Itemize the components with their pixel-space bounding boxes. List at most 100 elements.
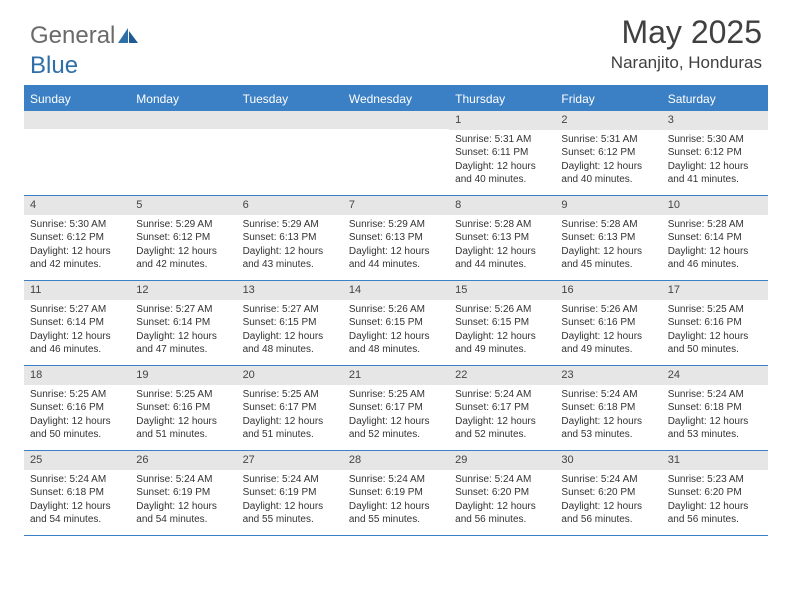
daylight-line-label: Daylight:: [136, 331, 175, 342]
sunset-line-value: 6:15 PM: [489, 317, 529, 328]
daylight-line: Daylight: 12 hours and 42 minutes.: [30, 245, 124, 272]
day-number: 8: [449, 196, 555, 215]
sunset-line-label: Sunset:: [455, 402, 489, 413]
title-block: May 2025 Naranjito, Honduras: [611, 14, 762, 73]
day-cell: 24Sunrise: 5:24 AMSunset: 6:18 PMDayligh…: [662, 366, 768, 450]
day-body: Sunrise: 5:29 AMSunset: 6:13 PMDaylight:…: [237, 215, 343, 276]
day-number: 29: [449, 451, 555, 470]
sunrise-line: Sunrise: 5:24 AM: [136, 473, 230, 487]
daylight-line-label: Daylight:: [349, 331, 388, 342]
sunrise-line-value: 5:24 AM: [598, 389, 637, 400]
sunrise-line-value: 5:30 AM: [67, 219, 106, 230]
sunrise-line: Sunrise: 5:24 AM: [30, 473, 124, 487]
sunrise-line: Sunrise: 5:27 AM: [243, 303, 337, 317]
sunrise-line: Sunrise: 5:25 AM: [349, 388, 443, 402]
sunset-line-label: Sunset:: [30, 317, 64, 328]
sunrise-line: Sunrise: 5:28 AM: [561, 218, 655, 232]
sunset-line-label: Sunset:: [243, 232, 277, 243]
logo-subline: Blue: [30, 52, 78, 80]
sunrise-line-label: Sunrise:: [349, 304, 386, 315]
sunrise-line-label: Sunrise:: [349, 389, 386, 400]
sunrise-line: Sunrise: 5:24 AM: [243, 473, 337, 487]
daylight-line: Daylight: 12 hours and 48 minutes.: [349, 330, 443, 357]
daylight-line: Daylight: 12 hours and 53 minutes.: [561, 415, 655, 442]
sunset-line: Sunset: 6:18 PM: [30, 486, 124, 500]
sunrise-line: Sunrise: 5:31 AM: [561, 133, 655, 147]
sunset-line-value: 6:16 PM: [64, 402, 104, 413]
daylight-line: Daylight: 12 hours and 44 minutes.: [455, 245, 549, 272]
day-body: Sunrise: 5:26 AMSunset: 6:15 PMDaylight:…: [343, 300, 449, 361]
sunset-line: Sunset: 6:13 PM: [455, 231, 549, 245]
sunset-line-value: 6:20 PM: [595, 487, 635, 498]
week-row: 11Sunrise: 5:27 AMSunset: 6:14 PMDayligh…: [24, 281, 768, 366]
sunrise-line-label: Sunrise:: [243, 389, 280, 400]
day-cell: 12Sunrise: 5:27 AMSunset: 6:14 PMDayligh…: [130, 281, 236, 365]
sunset-line-value: 6:12 PM: [170, 232, 210, 243]
sunrise-line-label: Sunrise:: [136, 219, 173, 230]
page-title: May 2025: [611, 14, 762, 51]
sunset-line: Sunset: 6:12 PM: [30, 231, 124, 245]
sunrise-line-label: Sunrise:: [561, 134, 598, 145]
day-number: 12: [130, 281, 236, 300]
sunrise-line-value: 5:27 AM: [279, 304, 318, 315]
sunset-line-label: Sunset:: [561, 402, 595, 413]
sunset-line-value: 6:16 PM: [170, 402, 210, 413]
daylight-line: Daylight: 12 hours and 55 minutes.: [243, 500, 337, 527]
day-body: Sunrise: 5:28 AMSunset: 6:13 PMDaylight:…: [449, 215, 555, 276]
day-cell: 10Sunrise: 5:28 AMSunset: 6:14 PMDayligh…: [662, 196, 768, 280]
day-number: 26: [130, 451, 236, 470]
daylight-line: Daylight: 12 hours and 40 minutes.: [561, 160, 655, 187]
day-number: 23: [555, 366, 661, 385]
sunrise-line: Sunrise: 5:29 AM: [243, 218, 337, 232]
day-cell: 18Sunrise: 5:25 AMSunset: 6:16 PMDayligh…: [24, 366, 130, 450]
day-cell: 13Sunrise: 5:27 AMSunset: 6:15 PMDayligh…: [237, 281, 343, 365]
daylight-line-label: Daylight:: [243, 501, 282, 512]
sunrise-line-label: Sunrise:: [243, 474, 280, 485]
dow-cell: Monday: [130, 87, 236, 111]
sunset-line-value: 6:11 PM: [489, 147, 528, 158]
sunrise-line: Sunrise: 5:24 AM: [455, 473, 549, 487]
sunset-line-value: 6:14 PM: [64, 317, 104, 328]
sunrise-line-label: Sunrise:: [136, 474, 173, 485]
day-cell: 19Sunrise: 5:25 AMSunset: 6:16 PMDayligh…: [130, 366, 236, 450]
sunset-line-label: Sunset:: [349, 402, 383, 413]
sunrise-line-label: Sunrise:: [455, 304, 492, 315]
day-number: 21: [343, 366, 449, 385]
sunrise-line-label: Sunrise:: [455, 389, 492, 400]
day-body: Sunrise: 5:24 AMSunset: 6:20 PMDaylight:…: [449, 470, 555, 531]
day-body: Sunrise: 5:28 AMSunset: 6:13 PMDaylight:…: [555, 215, 661, 276]
day-body: Sunrise: 5:24 AMSunset: 6:18 PMDaylight:…: [24, 470, 130, 531]
sunrise-line: Sunrise: 5:27 AM: [136, 303, 230, 317]
day-number: 3: [662, 111, 768, 130]
sunrise-line-value: 5:25 AM: [386, 389, 425, 400]
daylight-line-label: Daylight:: [349, 501, 388, 512]
day-body: Sunrise: 5:25 AMSunset: 6:17 PMDaylight:…: [343, 385, 449, 446]
day-cell: 11Sunrise: 5:27 AMSunset: 6:14 PMDayligh…: [24, 281, 130, 365]
sunset-line-value: 6:17 PM: [383, 402, 423, 413]
daylight-line-label: Daylight:: [561, 416, 600, 427]
day-body: Sunrise: 5:29 AMSunset: 6:13 PMDaylight:…: [343, 215, 449, 276]
sunrise-line-value: 5:28 AM: [704, 219, 743, 230]
sunset-line: Sunset: 6:15 PM: [243, 316, 337, 330]
daylight-line-label: Daylight:: [30, 416, 69, 427]
sunset-line-label: Sunset:: [455, 232, 489, 243]
daylight-line-label: Daylight:: [455, 161, 494, 172]
sunset-line: Sunset: 6:12 PM: [668, 146, 762, 160]
sunset-line-label: Sunset:: [668, 317, 702, 328]
day-number: 31: [662, 451, 768, 470]
sunrise-line-label: Sunrise:: [561, 304, 598, 315]
sunset-line-label: Sunset:: [561, 147, 595, 158]
sunrise-line-value: 5:29 AM: [279, 219, 318, 230]
day-body: Sunrise: 5:27 AMSunset: 6:14 PMDaylight:…: [130, 300, 236, 361]
daylight-line: Daylight: 12 hours and 41 minutes.: [668, 160, 762, 187]
day-body: Sunrise: 5:24 AMSunset: 6:19 PMDaylight:…: [130, 470, 236, 531]
day-cell: 31Sunrise: 5:23 AMSunset: 6:20 PMDayligh…: [662, 451, 768, 535]
day-cell: 27Sunrise: 5:24 AMSunset: 6:19 PMDayligh…: [237, 451, 343, 535]
logo-text-general: General: [30, 22, 115, 50]
sunrise-line-label: Sunrise:: [455, 134, 492, 145]
sunrise-line-value: 5:25 AM: [173, 389, 212, 400]
day-cell: 21Sunrise: 5:25 AMSunset: 6:17 PMDayligh…: [343, 366, 449, 450]
day-body: Sunrise: 5:24 AMSunset: 6:18 PMDaylight:…: [555, 385, 661, 446]
dow-cell: Sunday: [24, 87, 130, 111]
day-cell: 22Sunrise: 5:24 AMSunset: 6:17 PMDayligh…: [449, 366, 555, 450]
